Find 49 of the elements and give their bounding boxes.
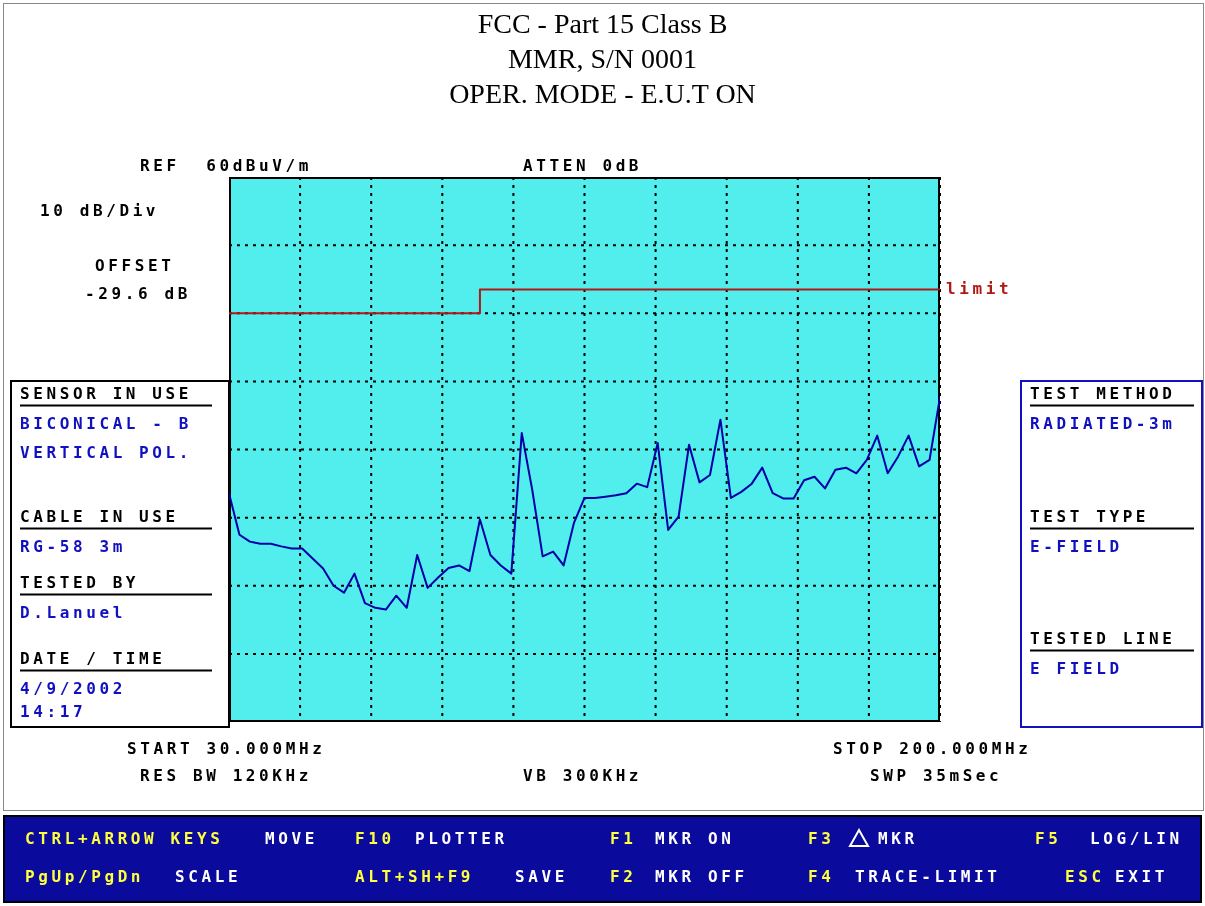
text: STOP 200.000MHz (833, 738, 1032, 758)
text: CABLE IN USE (20, 506, 212, 530)
text: VB 300KHz (523, 765, 643, 785)
text: DATE / TIME (20, 648, 212, 672)
chart-title: FCC - Part 15 Class B (476, 8, 729, 40)
text: BICONICAL - B (20, 413, 193, 433)
text: SCALE (175, 866, 242, 886)
text: MKR OFF (655, 866, 748, 886)
text: TEST TYPE (1030, 506, 1194, 530)
text: EXIT (1115, 866, 1168, 886)
text: F3 (808, 828, 835, 848)
text: TESTED LINE (1030, 628, 1194, 652)
text: F10 (355, 828, 395, 848)
text: D.Lanuel (20, 602, 126, 622)
text: SAVE (515, 866, 568, 886)
text: 14:17 (20, 701, 87, 721)
text: 10 dB/Div (40, 200, 160, 220)
text: SWP 35mSec (870, 765, 1003, 785)
text: CTRL+ARROW KEYS (25, 828, 224, 848)
text: TEST METHOD (1030, 383, 1194, 407)
text: START 30.000MHz (127, 738, 326, 758)
text: -29.6 dB (85, 283, 191, 303)
text: E FIELD (1030, 658, 1123, 678)
text: 4/9/2002 (20, 678, 126, 698)
text: MKR ON (655, 828, 735, 848)
text: REF 60dBuV/m (140, 155, 313, 175)
text: F4 (808, 866, 835, 886)
text: F5 (1035, 828, 1062, 848)
text: RG-58 3m (20, 536, 126, 556)
text: ATTEN 0dB (523, 155, 643, 175)
text: MOVE (265, 828, 318, 848)
text: VERTICAL POL. (20, 442, 193, 462)
text: ALT+SH+F9 (355, 866, 475, 886)
text: TRACE-LIMIT (855, 866, 1001, 886)
text: F1 (610, 828, 637, 848)
text: PgUp/PgDn (25, 866, 145, 886)
chart-subtitle: MMR, S/N 0001 OPER. MODE - E.U.T ON (448, 43, 757, 110)
text: ESC (1065, 866, 1105, 886)
text: RES BW 120KHz (140, 765, 313, 785)
text: E-FIELD (1030, 536, 1123, 556)
text: SENSOR IN USE (20, 383, 212, 407)
text: OFFSET (95, 255, 175, 275)
series-label: limit (946, 279, 1013, 299)
text: PLOTTER (415, 828, 508, 848)
text: MKR (878, 828, 918, 848)
text: RADIATED-3m (1030, 413, 1176, 433)
text: TESTED BY (20, 572, 212, 596)
text: F2 (610, 866, 637, 886)
text: LOG/LIN (1090, 828, 1183, 848)
